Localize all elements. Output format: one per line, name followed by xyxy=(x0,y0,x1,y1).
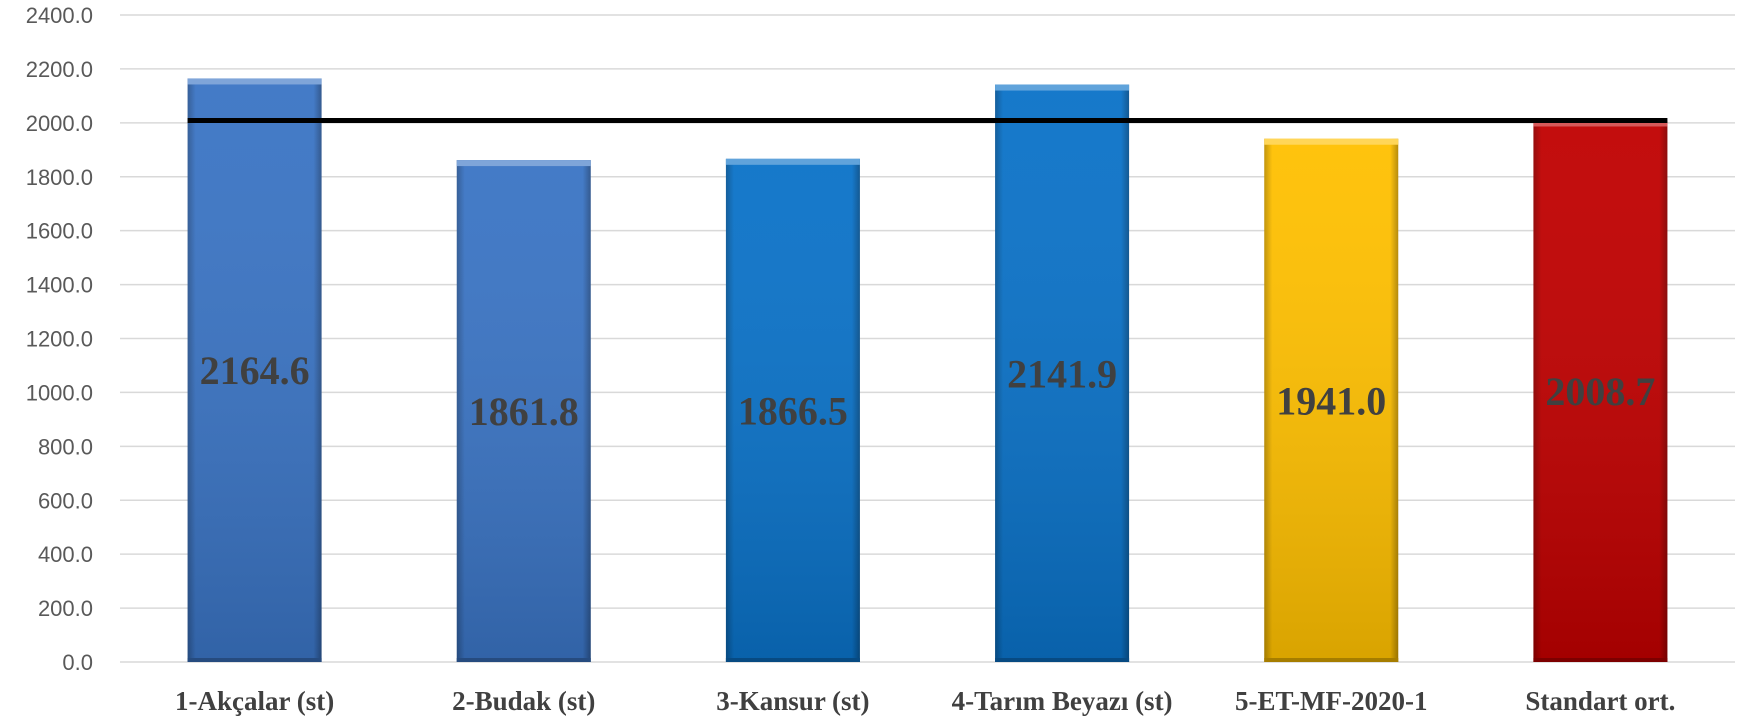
bar-base-edge xyxy=(1264,658,1399,662)
bar-base-edge xyxy=(725,658,860,662)
bar-shading xyxy=(995,84,1130,662)
y-tick-label: 1600.0 xyxy=(26,219,93,244)
bar-top-highlight xyxy=(187,78,322,85)
y-axis-tick-labels: 0.0 200.0 400.0 600.0 800.0 1000.0 1200.0 1400.… xyxy=(26,3,93,675)
category-label: 2-Budak (st) xyxy=(452,686,595,716)
data-label: 1866.5 xyxy=(738,388,848,433)
bar-1 xyxy=(187,78,322,663)
bar-top-highlight xyxy=(1264,138,1399,145)
y-tick-label: 1000.0 xyxy=(26,380,93,405)
category-label: Standart ort. xyxy=(1525,686,1675,716)
y-tick-label: 200.0 xyxy=(38,596,93,621)
bar-base-edge xyxy=(187,658,322,662)
y-tick-label: 0.0 xyxy=(62,650,93,675)
category-label: 5-ET-MF-2020-1 xyxy=(1235,686,1427,716)
bar-top-highlight xyxy=(995,84,1130,91)
bar-shading xyxy=(1533,120,1668,662)
category-label: 3-Kansur (st) xyxy=(716,686,869,716)
x-axis-category-labels: 1-Akçalar (st) 2-Budak (st) 3-Kansur (st) 4… xyxy=(175,686,1675,716)
bar-top-highlight xyxy=(456,160,591,167)
y-tick-label: 1400.0 xyxy=(26,273,93,298)
y-tick-label: 1800.0 xyxy=(26,165,93,190)
bar-top-highlight xyxy=(1533,120,1668,127)
y-tick-label: 800.0 xyxy=(38,434,93,459)
bars xyxy=(187,78,1668,663)
y-tick-label: 2000.0 xyxy=(26,111,93,136)
y-tick-label: 2200.0 xyxy=(26,57,93,82)
grid-lines xyxy=(120,14,1735,663)
data-label: 2141.9 xyxy=(1007,351,1117,396)
category-label: 1-Akçalar (st) xyxy=(175,686,334,716)
bar-2 xyxy=(456,160,591,662)
y-tick-label: 2400.0 xyxy=(26,3,93,28)
data-labels: 2164.6 1861.8 1866.5 2141.9 1941.0 2008.7 xyxy=(200,348,1656,434)
data-label: 1861.8 xyxy=(469,389,579,434)
y-tick-label: 1200.0 xyxy=(26,327,93,352)
bar-shading xyxy=(456,160,591,662)
data-label: 2008.7 xyxy=(1545,369,1655,414)
bar-shading xyxy=(725,158,860,663)
y-tick-label: 600.0 xyxy=(38,488,93,513)
y-tick-label: 400.0 xyxy=(38,542,93,567)
bar-base-edge xyxy=(456,658,591,662)
category-label: 4-Tarım Beyazı (st) xyxy=(952,686,1173,716)
data-label: 1941.0 xyxy=(1276,378,1386,423)
bar-base-edge xyxy=(995,658,1130,662)
data-label: 2164.6 xyxy=(200,348,310,393)
bar-top-highlight xyxy=(725,158,860,165)
bar-4 xyxy=(995,84,1130,662)
bar-shading xyxy=(187,78,322,663)
bar-shading xyxy=(1264,138,1399,662)
bar-base-edge xyxy=(1533,658,1668,662)
bar-5 xyxy=(1264,138,1399,662)
bar-3 xyxy=(725,158,860,663)
bar-6 xyxy=(1533,120,1668,662)
